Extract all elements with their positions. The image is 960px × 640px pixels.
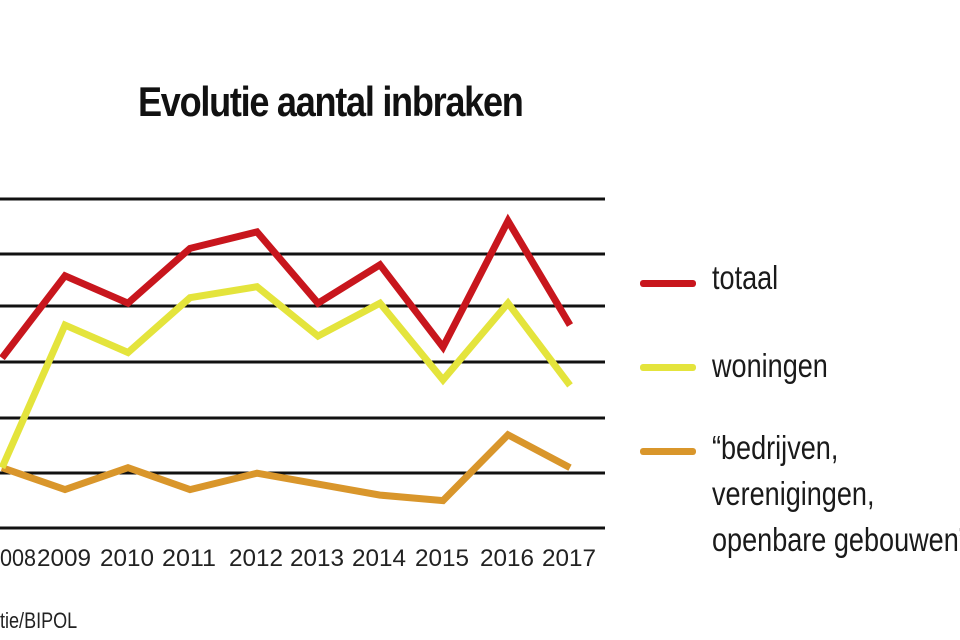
legend-label-line: verenigingen, bbox=[712, 475, 875, 512]
series-line-bedrijven-verenigingen-openbare-gebouwen bbox=[0, 430, 572, 505]
x-tick-label: 2014 bbox=[352, 545, 406, 572]
legend-label-line: “bedrijven, bbox=[712, 429, 839, 466]
legend-swatch-totaal bbox=[640, 280, 696, 287]
legend-swatch-bedrijven bbox=[640, 448, 696, 455]
x-tick-label: 2012 bbox=[229, 545, 283, 572]
x-tick-label: 008 bbox=[0, 545, 36, 572]
x-tick-label: 2016 bbox=[480, 545, 534, 572]
legend-label-line: openbare gebouwen” bbox=[712, 521, 960, 558]
x-tick-label: 2013 bbox=[290, 545, 344, 572]
series-line-woningen bbox=[0, 282, 573, 470]
x-tick-label: 2010 bbox=[100, 545, 154, 572]
x-tick-label: 2009 bbox=[37, 545, 91, 572]
x-tick-label: 2017 bbox=[542, 545, 596, 572]
source-note: tie/BIPOL bbox=[0, 608, 78, 633]
legend-swatch-woningen bbox=[640, 364, 696, 371]
series-line-totaal bbox=[0, 213, 574, 361]
legend-label-bedrijven: “bedrijven, verenigingen, openbare gebou… bbox=[712, 428, 960, 560]
legend-label-woningen: woningen bbox=[712, 347, 828, 384]
legend-label-totaal: totaal bbox=[712, 259, 779, 296]
x-tick-label: 2011 bbox=[162, 545, 216, 572]
x-tick-label: 2015 bbox=[415, 545, 469, 572]
chart-title: Evolutie aantal inbraken bbox=[138, 78, 524, 125]
